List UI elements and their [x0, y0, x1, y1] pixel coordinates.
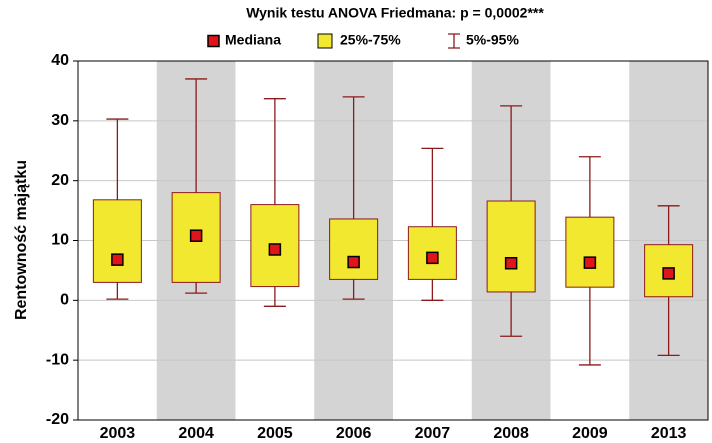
legend-box-label: 25%-75% [340, 32, 401, 48]
x-tick-label: 2003 [100, 425, 136, 442]
y-tick-label: -10 [46, 351, 69, 368]
y-tick-label: 20 [51, 172, 69, 189]
x-tick-label: 2005 [257, 425, 293, 442]
median [268, 243, 282, 256]
y-tick-label: 10 [51, 232, 69, 249]
y-tick-label: 40 [51, 52, 69, 69]
x-tick-label: 2006 [336, 425, 372, 442]
y-tick-label: 30 [51, 112, 69, 129]
box [92, 199, 142, 283]
y-axis-label: Rentowność majątku [13, 160, 30, 320]
x-tick-label: 2008 [493, 425, 529, 442]
median [111, 253, 124, 266]
x-tick-label: 2009 [572, 425, 608, 442]
median [583, 256, 597, 269]
x-tick-label: 2004 [178, 425, 214, 442]
plot-frame [77, 60, 709, 421]
legend-median-marker [207, 34, 220, 48]
chart-title: Wynik testu ANOVA Friedmana: p = 0,0002*… [246, 5, 544, 21]
box [329, 218, 379, 280]
y-tick-label: 0 [60, 292, 69, 309]
median [504, 256, 518, 270]
box [486, 200, 536, 293]
box [565, 216, 615, 288]
x-tick-label: 2007 [415, 425, 451, 442]
legend-median-label: Mediana [225, 32, 281, 48]
median [662, 267, 675, 280]
box [171, 192, 221, 283]
legend-whisker-label: 5%-95% [466, 32, 519, 48]
legend-whisker-marker [448, 33, 460, 49]
y-tick-label: -20 [46, 411, 69, 428]
median [189, 229, 203, 242]
x-tick-label: 2013 [651, 425, 687, 442]
median [347, 255, 360, 269]
legend-box-marker [317, 33, 333, 49]
median [426, 251, 439, 265]
